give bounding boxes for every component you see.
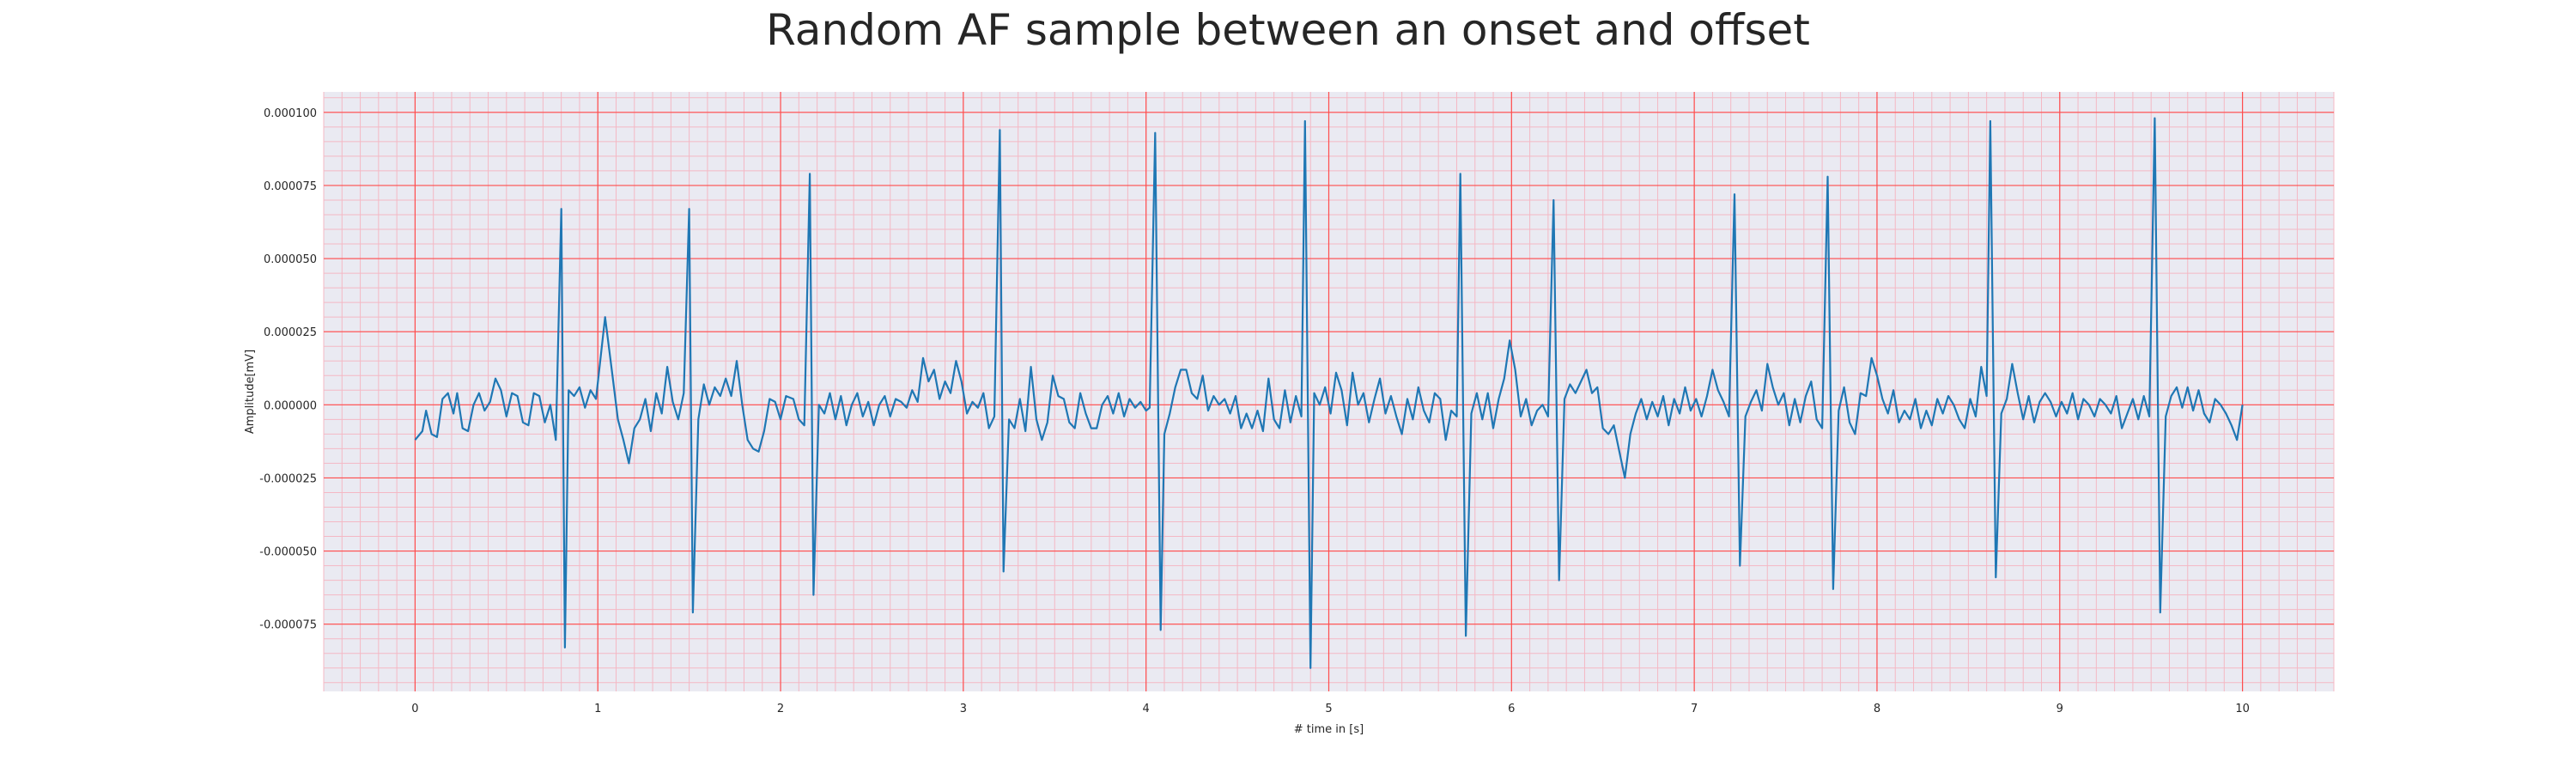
y-tick-label: -0.000050 [259, 546, 317, 559]
x-tick-label: 2 [777, 703, 784, 715]
series-layer [414, 117, 2244, 669]
y-tick-label: 0.000000 [264, 399, 317, 412]
y-tick-label: 0.000025 [264, 326, 317, 339]
x-tick-label: 6 [1508, 703, 1515, 715]
x-tick-label: 10 [2235, 703, 2250, 715]
x-axis: 0 1 2 3 4 5 6 7 8 9 10 [411, 703, 2250, 715]
y-tick-label: 0.000075 [264, 180, 317, 193]
x-tick-label: 0 [411, 703, 418, 715]
chart-title: Random AF sample between an onset and of… [766, 5, 1810, 55]
x-axis-label: # time in [s] [1294, 723, 1364, 736]
ecg-signal-line [414, 117, 2244, 669]
y-tick-label: -0.000025 [259, 472, 317, 485]
x-tick-label: 3 [960, 703, 967, 715]
x-tick-label: 7 [1691, 703, 1698, 715]
x-tick-label: 1 [594, 703, 601, 715]
y-axis-label: Amplitude[mV] [244, 350, 257, 434]
y-axis: -0.000075 -0.000050 -0.000025 0.000000 0.000… [259, 107, 317, 632]
x-tick-label: 4 [1143, 703, 1150, 715]
y-tick-label: -0.000075 [259, 619, 317, 632]
y-tick-label: 0.000050 [264, 253, 317, 266]
y-tick-label: 0.000100 [264, 107, 317, 120]
x-tick-label: 5 [1325, 703, 1332, 715]
x-tick-label: 8 [1874, 703, 1880, 715]
x-tick-label: 9 [2057, 703, 2063, 715]
